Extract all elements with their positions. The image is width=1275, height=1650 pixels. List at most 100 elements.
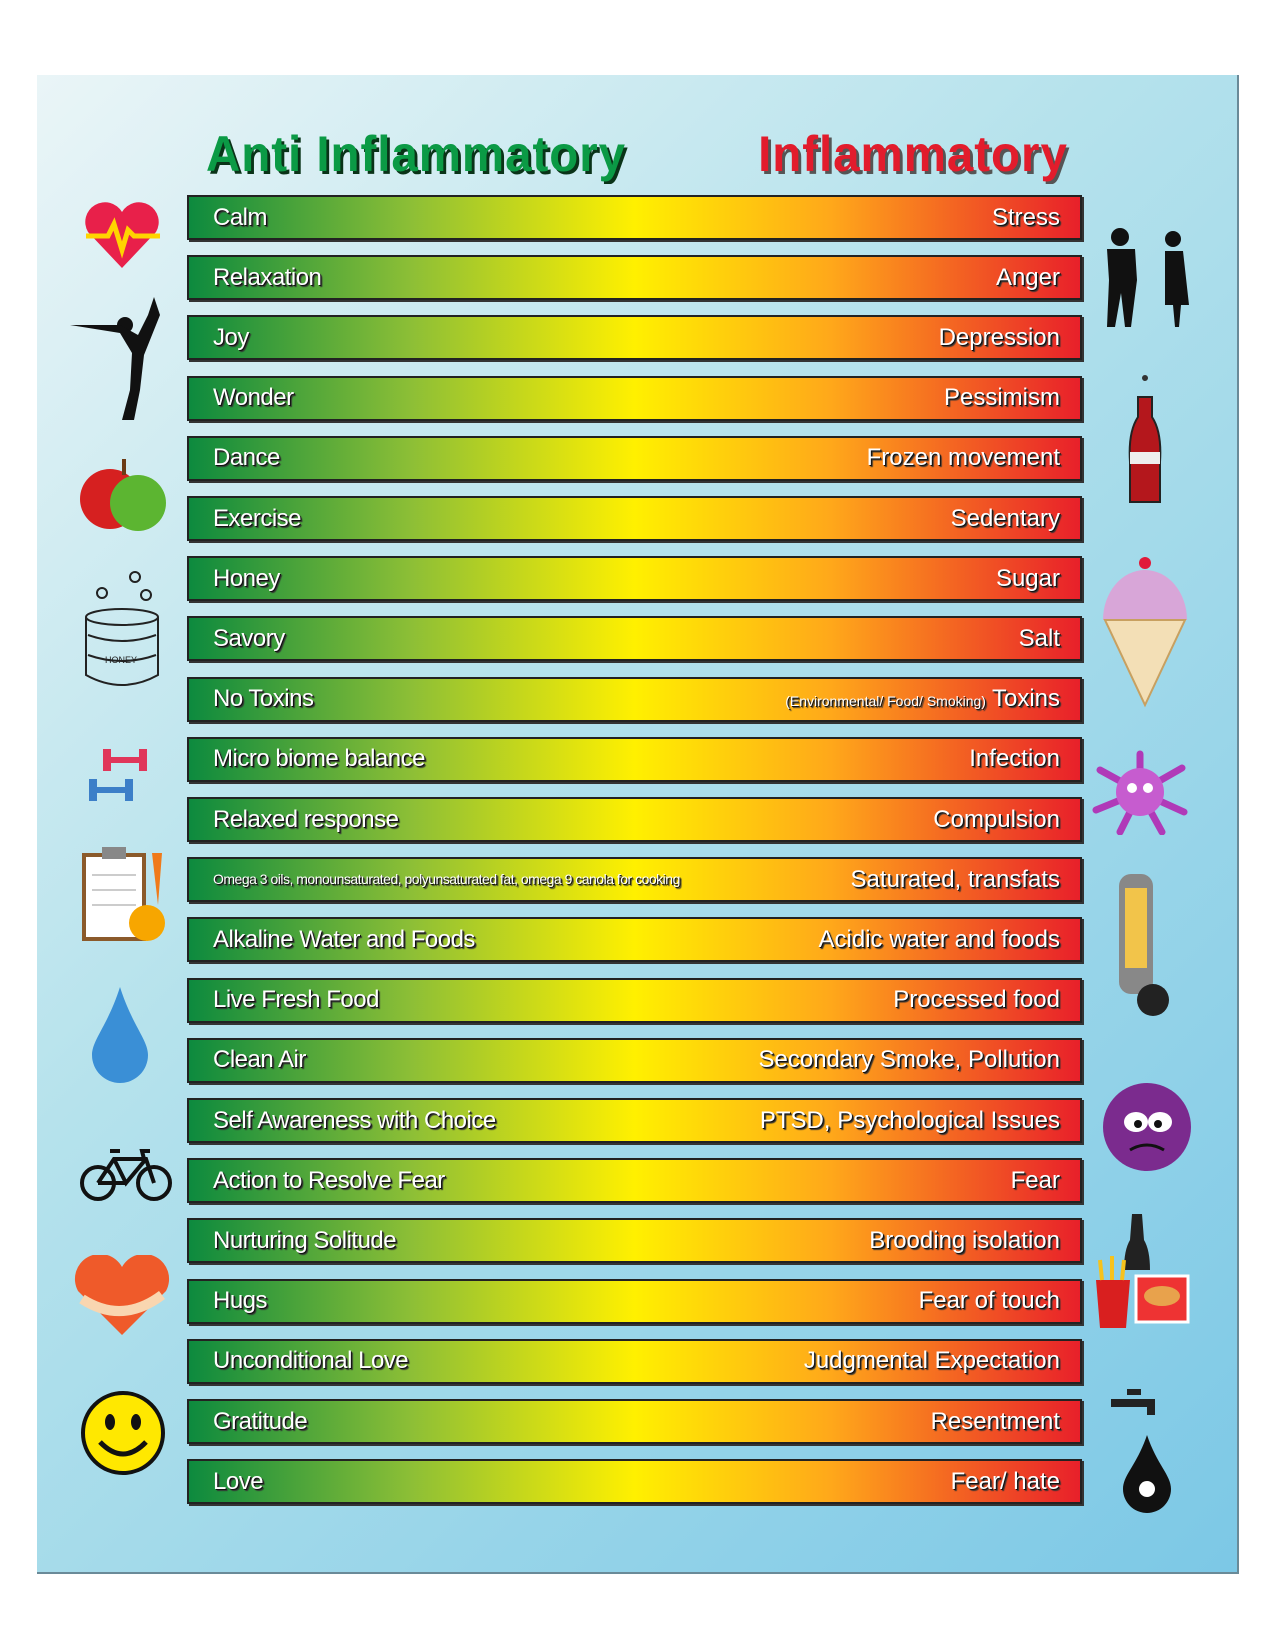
inflammatory-item: Fear: [1010, 1166, 1060, 1194]
inflammatory-item: Fear of touch: [918, 1287, 1060, 1315]
inflammatory-item: Frozen movement: [866, 444, 1060, 472]
comparison-row: Love Fear/ hate: [187, 1459, 1082, 1505]
anti-inflammatory-item: No Toxins: [213, 685, 314, 713]
inflammatory-item-group: Saturated, transfats: [851, 866, 1060, 894]
inflammatory-item: Pessimism: [943, 384, 1060, 412]
bicycle-icon: [78, 1145, 174, 1205]
inflammatory-item-group: Compulsion: [933, 806, 1060, 834]
anti-inflammatory-item: Love: [213, 1467, 264, 1495]
worried-face-icon: [1100, 1080, 1195, 1175]
anti-inflammatory-item: Unconditional Love: [213, 1347, 409, 1375]
anti-inflammatory-item: Alkaline Water and Foods: [213, 925, 475, 953]
comparison-row: Nurturing Solitude Brooding isolation: [187, 1218, 1082, 1264]
fast-food-icon: [1092, 1210, 1192, 1330]
comparison-row: Relaxed response Compulsion: [187, 797, 1082, 842]
inflammatory-item-group: Fear of touch: [919, 1287, 1060, 1315]
inflammatory-item-group: Fear/ hate: [951, 1468, 1060, 1496]
honey-label: HONEY: [105, 655, 137, 665]
inflammatory-item-group: Pessimism: [944, 384, 1060, 412]
inflammatory-item-group: Fear: [1011, 1167, 1060, 1195]
apples-icon: [78, 455, 170, 535]
inflammatory-item: Secondary Smoke, Pollution: [758, 1046, 1061, 1074]
inflammatory-item: Processed food: [893, 986, 1060, 1014]
inflammatory-item-group: (Environmental/ Food/ Smoking) Toxins: [785, 685, 1060, 713]
anti-inflammatory-item: Micro biome balance: [213, 745, 425, 773]
comparison-row: Live Fresh Food Processed food: [187, 977, 1082, 1023]
inflammatory-item-group: Acidic water and foods: [819, 926, 1060, 954]
comparison-row: Unconditional Love Judgmental Expectation: [187, 1338, 1082, 1384]
anti-inflammatory-item: Honey: [213, 564, 280, 592]
anti-inflammatory-item: Savory: [213, 624, 285, 652]
comparison-row: Honey Sugar: [187, 556, 1082, 602]
soda-bottle-icon: [1120, 372, 1170, 507]
comparison-row: Relaxation Anger: [187, 255, 1082, 301]
inflammatory-item-group: Depression: [939, 324, 1060, 352]
inflammatory-item: Sedentary: [950, 504, 1060, 532]
anti-inflammatory-item: Action to Resolve Fear: [213, 1166, 445, 1194]
inflammatory-item: Brooding isolation: [869, 1226, 1060, 1254]
comparison-row: Action to Resolve Fear Fear: [187, 1158, 1082, 1204]
comparison-row: No Toxins (Environmental/ Food/ Smoking) T…: [187, 676, 1082, 722]
comparison-row: Alkaline Water and Foods Acidic water and…: [187, 917, 1082, 963]
inflammatory-item-group: Sedentary: [951, 505, 1060, 533]
anti-inflammatory-item: Dance: [213, 444, 280, 472]
comparison-row: Self Awareness with Choice PTSD, Psycholo…: [187, 1098, 1082, 1143]
water-drop-icon: [88, 985, 152, 1085]
anti-inflammatory-item: Relaxed response: [213, 805, 399, 833]
inflammatory-heading: Inflammatory: [758, 126, 1068, 182]
anti-inflammatory-item: Gratitude: [213, 1407, 308, 1435]
inflammatory-item: Stress: [991, 203, 1060, 231]
inflammatory-item-group: Sugar: [996, 565, 1060, 593]
comparison-row: Wonder Pessimism: [187, 375, 1082, 421]
anti-inflammatory-item: Joy: [213, 323, 249, 351]
honey-pot-icon: HONEY: [80, 565, 164, 705]
comparison-row: Gratitude Resentment: [187, 1399, 1082, 1444]
inflammatory-item: Toxins: [991, 685, 1060, 713]
inflammatory-item: Resentment: [930, 1407, 1060, 1435]
inflammatory-item: Fear/ hate: [950, 1467, 1060, 1495]
clipboard-carrot-orange-icon: [82, 845, 172, 945]
heartbeat-icon: [82, 200, 162, 270]
anti-inflammatory-item: Exercise: [213, 504, 302, 532]
anti-inflammatory-item: Hugs: [213, 1287, 268, 1315]
inflammatory-item-group: Judgmental Expectation: [804, 1347, 1060, 1375]
anti-inflammatory-item: Omega 3 oils, monounsaturated, polyunsat…: [213, 871, 680, 888]
inflammatory-item: Saturated, transfats: [850, 865, 1060, 893]
hug-heart-icon: [72, 1255, 172, 1337]
inflammatory-item-group: PTSD, Psychological Issues: [760, 1107, 1060, 1135]
arguing-couple-icon: [1095, 225, 1195, 330]
inflammatory-item-group: Infection: [969, 745, 1060, 773]
comparison-row: Clean Air Secondary Smoke, Pollution: [187, 1037, 1082, 1083]
inflammatory-item-group: Frozen movement: [867, 444, 1060, 472]
comparison-row: Omega 3 oils, monounsaturated, polyunsat…: [187, 857, 1082, 903]
inflammatory-item-group: Secondary Smoke, Pollution: [759, 1046, 1061, 1074]
anti-inflammatory-item: Nurturing Solitude: [213, 1226, 397, 1254]
anti-inflammatory-item: Wonder: [213, 384, 294, 412]
inflammatory-item-group: Salt: [1019, 625, 1060, 653]
toxins-note: (Environmental/ Food/ Smoking): [785, 693, 986, 710]
comparison-row: Joy Depression: [187, 315, 1082, 361]
dumbbells-icon: [85, 745, 165, 805]
anti-inflammatory-item: Self Awareness with Choice: [213, 1106, 496, 1134]
inflammatory-item: Acidic water and foods: [818, 925, 1060, 953]
comparison-row: Exercise Sedentary: [187, 496, 1082, 541]
inflammatory-item-group: Resentment: [931, 1408, 1060, 1436]
comparison-row: Hugs Fear of touch: [187, 1278, 1082, 1324]
smiley-face-icon: [80, 1390, 166, 1476]
inflammatory-item: Depression: [938, 323, 1060, 351]
comparison-row: Calm Stress: [187, 195, 1082, 240]
anti-inflammatory-item: Live Fresh Food: [213, 986, 379, 1014]
inflammatory-item-group: Anger: [996, 264, 1060, 292]
inflammatory-item: Salt: [1018, 624, 1060, 652]
germ-microbe-icon: [1090, 750, 1190, 835]
yoga-pose-icon: [70, 295, 170, 425]
comparison-row: Savory Salt: [187, 616, 1082, 662]
inflammatory-item: Compulsion: [933, 805, 1060, 833]
anti-inflammatory-item: Clean Air: [213, 1046, 306, 1074]
anti-inflammatory-item: Relaxation: [213, 263, 322, 291]
inflammatory-item: PTSD, Psychological Issues: [759, 1106, 1060, 1134]
inflammatory-item-group: Stress: [992, 204, 1060, 232]
inflammatory-item: Sugar: [995, 564, 1060, 592]
inflammatory-item: Anger: [995, 263, 1060, 291]
faucet-toxic-drop-icon: [1105, 1385, 1185, 1515]
